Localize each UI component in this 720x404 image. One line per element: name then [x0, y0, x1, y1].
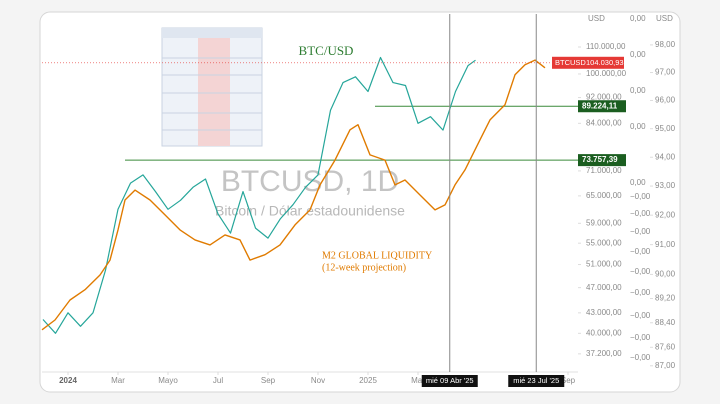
y-tick-label: 59.000,00: [586, 218, 622, 227]
y-tick-label: 55.000,00: [586, 238, 622, 247]
axis-unit: USD: [588, 14, 605, 23]
y2-tick-label: 87,60: [655, 342, 676, 351]
x-tick-label: Sep: [261, 376, 276, 385]
annotation: (12-week projection): [322, 262, 406, 273]
date-label: mié 23 Jul '25: [513, 376, 559, 385]
aux-axis-label: 0,00: [630, 14, 646, 23]
x-tick-label: Jul: [213, 376, 223, 385]
y-tick-label: 84.000,00: [586, 118, 622, 127]
y-tick-label: 47.000,00: [586, 283, 622, 292]
y2-tick-label: 97,00: [655, 68, 676, 77]
y-tick-label: 110.000,00: [586, 42, 626, 51]
price-badge: [552, 56, 624, 69]
aux-axis-label: 0,00: [630, 122, 646, 131]
y-tick-label: 71.000,00: [586, 166, 622, 175]
aux-axis-label: −0,00: [630, 267, 651, 276]
y2-tick-label: 93,00: [655, 181, 676, 190]
aux-axis-label: 0,00: [630, 178, 646, 187]
y2-tick-label: 96,00: [655, 96, 676, 105]
date-badge: [421, 375, 478, 387]
date-badge: [508, 375, 565, 387]
aux-axis-label: −0,00: [630, 247, 651, 256]
aux-axis-label: 0,00: [630, 86, 646, 95]
level-badge: [578, 154, 626, 167]
y2-tick-label: 92,00: [655, 210, 676, 219]
series-line: [41, 59, 546, 331]
y-tick-label: 51.000,00: [586, 260, 622, 269]
level-label: 89.224,11: [582, 101, 618, 110]
aux-axis-label: −0,00: [630, 333, 651, 342]
date-label: mié 09 Abr '25: [426, 376, 474, 385]
y2-tick-label: 95,00: [655, 124, 676, 133]
chart-title: BTC/USD: [299, 43, 354, 58]
series-line: [42, 56, 476, 334]
y-tick-label: 43.000,00: [586, 308, 622, 317]
y-tick-label: 40.000,00: [586, 328, 622, 337]
y2-tick-label: 98,00: [655, 40, 676, 49]
x-tick-label: Mar: [411, 376, 425, 385]
price-badge-value: 104.030,93: [586, 58, 624, 67]
y2-tick-label: 89,20: [655, 294, 676, 303]
x-tick-label: Mar: [111, 376, 125, 385]
level-badge: [578, 100, 626, 113]
aux-axis-label: 0,00: [630, 50, 646, 59]
y-tick-label: 92.000,00: [586, 93, 622, 102]
y-tick-label: 37.200,00: [586, 349, 622, 358]
price-badge-name: BTCUSD: [555, 58, 586, 67]
x-tick-label: 2024: [59, 376, 77, 385]
y2-tick-label: 90,00: [655, 270, 676, 279]
x-tick-label: Nov: [311, 376, 325, 385]
x-tick-label: 2025: [359, 376, 377, 385]
aux-axis-label: −0,00: [630, 192, 651, 201]
y-tick-label: 65.000,00: [586, 191, 622, 200]
aux-axis-label: −0,00: [630, 288, 651, 297]
x-tick-label: Sep: [561, 376, 576, 385]
y-tick-label: 100.000,00: [586, 69, 627, 78]
aux-axis-label: −0,00: [630, 209, 651, 218]
y2-tick-label: 88,40: [655, 318, 676, 327]
aux-axis-label: −0,00: [630, 311, 651, 320]
aux-axis-label: −0,00: [630, 353, 651, 362]
x-tick-label: Mayo: [158, 376, 178, 385]
axis-unit: USD: [656, 14, 673, 23]
info-table: [161, 27, 263, 147]
watermark: BTCUSD, 1D: [221, 165, 399, 198]
y2-tick-label: 94,00: [655, 152, 676, 161]
level-label: 73.757,39: [582, 155, 618, 164]
y2-tick-label: 87,00: [655, 361, 676, 370]
y2-tick-label: 91,00: [655, 240, 676, 249]
annotation: M2 GLOBAL LIQUIDITY: [322, 250, 432, 261]
aux-axis-label: −0,00: [630, 227, 651, 236]
